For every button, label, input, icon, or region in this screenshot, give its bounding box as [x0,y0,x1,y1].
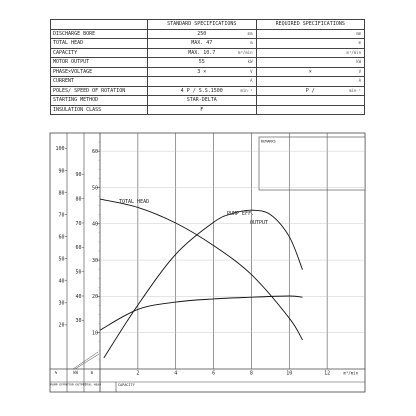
capacity-footer-label: CAPACITY [118,383,136,387]
required-spec-value-unit: kW [356,59,361,64]
total-head-tick-label: 40 [92,222,98,228]
pump-eff-tick-label: 90 [58,168,64,174]
axis-break-mark-2 [74,353,100,370]
total-head-tick-label: 20 [92,294,98,300]
pump-eff-unit: % [55,370,58,375]
required-spec-value-unit: A [358,78,361,83]
chart-y-axes: 10 20 30 40 50 60 30 40 50 60 70 80 90 20 30 40 50 60 70 80… [55,141,100,361]
standard-spec-value-unit: V [250,68,253,74]
chart-curves: TOTAL HEAD PUMP EFF. OUTPUT [99,198,303,359]
remarks-label: REMARKS [261,140,276,144]
x-axis-unit: m³/min [344,371,359,376]
motor-output-tick-label: 30 [75,318,81,324]
required-spec-value-unit: min⁻¹ [348,87,361,93]
required-spec-value [255,104,365,115]
motor-output-tick-label: 50 [75,269,81,275]
required-spec-value-unit: V [358,68,361,74]
total-head-tick-label: 50 [92,185,98,191]
total-head-tick-label: 60 [92,149,98,155]
x-tick-label: 10 [286,371,292,377]
required-spec-value-text: P / [305,87,315,94]
total-head-label: TOTAL HEAD [119,199,149,205]
standard-spec-value-text: 55 [198,59,205,66]
standard-spec-value-text: 4 P / S.S.1500 [180,87,223,94]
standard-spec-value-text: MAX. 47 [191,40,213,47]
standard-spec-value-unit: mm [247,30,253,36]
pump-eff-tick-label: 80 [58,190,64,196]
standard-spec-value-unit: m [250,40,253,45]
pump-eff-curve [103,209,303,359]
total-head-tick-label: 10 [92,330,98,336]
standard-spec-value-unit: m³/min [238,49,253,55]
total-head-column-label: TOTAL HEAD [83,383,101,387]
pump-eff-tick-label: 20 [58,323,64,329]
motor-output-tick-label: 70 [75,221,81,227]
required-spec-value-unit: mm [356,30,361,36]
spec-row: INSULATION CLASS F [50,104,365,115]
x-tick-label: 12 [324,371,330,377]
x-tick-label: 8 [250,371,253,377]
spec-row-label: INSULATION CLASS [50,104,148,115]
motor-output-unit: kW [73,370,78,375]
pump-eff-tick-label: 40 [58,279,64,285]
specification-table: STANDARD SPECIFICATIONS REQUIRED SPECIFI… [50,19,365,115]
pump-eff-column-label: PUMP EFF. [50,383,66,387]
output-curve [99,295,303,331]
x-tick-label: 2 [136,371,139,377]
standard-spec-value-text: STAR-DELTA [186,97,217,104]
total-head-curve [99,198,303,341]
output-label: OUTPUT [250,220,268,226]
chart-frame: REMARKS % kW m m³/min CAPACITY PUMP EFF.… [49,132,366,393]
motor-output-tick-label: 80 [75,196,81,202]
required-spec-value-text: × [308,68,312,75]
motor-output-column-label: MOTOR OUTPUT [65,383,87,387]
chart-x-axis: 2 4 6 8 10 12 [136,371,330,377]
standard-spec-value-text: F [200,106,204,113]
required-spec-value-unit: m³/min [346,49,361,55]
pump-eff-tick-label: 30 [58,301,64,307]
standard-spec-value-unit: min⁻¹ [240,87,253,93]
spec-body: DISCHARGE BORE 250 mm mm TOTAL HEAD MAX. 47 m m… [50,28,365,115]
required-spec-value-unit: m [358,40,361,45]
pump-eff-tick-label: 60 [58,234,64,240]
motor-output-tick-label: 40 [75,294,81,300]
total-head-tick-label: 30 [92,258,98,264]
standard-spec-value-text: MAX. 10.7 [188,49,216,56]
standard-spec-value-text: 3 × [197,68,207,75]
pump-eff-tick-label: 70 [58,212,64,218]
standard-spec-value-unit: A [250,78,253,83]
remarks-box [258,136,366,191]
total-head-unit: m [91,370,94,375]
standard-spec-value-text: 250 [197,30,207,37]
motor-output-tick-label: 90 [75,172,81,178]
x-tick-label: 4 [174,371,177,377]
x-tick-label: 6 [212,371,215,377]
standard-spec-value-unit: kW [247,59,253,64]
sheet-border [49,132,366,393]
pump-eff-label: PUMP EFF. [227,211,254,217]
motor-output-tick-label: 60 [75,245,81,251]
axis-break-mark-1 [72,351,99,370]
pump-eff-tick-label: 100 [55,146,64,152]
chart-grid [100,133,365,369]
pump-eff-tick-label: 50 [58,257,64,263]
